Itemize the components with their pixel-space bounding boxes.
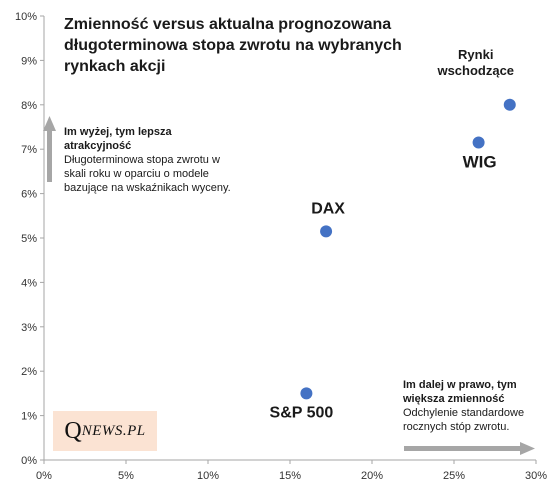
x-tick-label: 10%: [197, 470, 219, 482]
x-note-body: Odchylenie standardowe rocznych stóp zwr…: [403, 407, 525, 433]
data-point: [320, 225, 333, 238]
y-note-head: Im wyżej, tym lepsza atrakcyjność: [64, 126, 172, 152]
y-tick-label: 8%: [21, 100, 37, 112]
y-note-body: Długoterminowa stopa zwrotu w skali roku…: [64, 154, 231, 194]
x-tick-label: 5%: [118, 470, 134, 482]
right-arrow-head: [520, 442, 535, 455]
logo-text: NEWS.PL: [81, 422, 146, 439]
y-tick-label: 5%: [21, 233, 37, 245]
tick-labels: 0% 1% 2% 3% 4% 5% 6% 7% 8% 9% 10% 0% 5% 10% 15% 20% 25% 3…: [15, 11, 547, 482]
x-axis-note: Im dalej w prawo, tym większa zmienność …: [403, 378, 538, 434]
y-tick-label: 4%: [21, 277, 37, 289]
right-arrow-shaft: [404, 446, 521, 451]
x-tick-label: 0%: [36, 470, 52, 482]
y-tick-label: 3%: [21, 322, 37, 334]
x-tick-label: 15%: [279, 470, 301, 482]
y-axis-note: Im wyżej, tym lepsza atrakcyjność Długot…: [64, 125, 244, 195]
y-tick-label: 6%: [21, 189, 37, 201]
x-tick-label: 20%: [361, 470, 383, 482]
x-tick-label: 30%: [525, 470, 547, 482]
y-tick-label: 2%: [21, 366, 37, 378]
data-points: S&P 500 DAX WIG Rynki wschodzące: [270, 47, 516, 421]
data-point: [472, 136, 485, 149]
y-tick-label: 1%: [21, 411, 37, 423]
qnews-logo: Q NEWS.PL: [53, 411, 157, 451]
chart-title: Zmienność versus aktualna prognozowana d…: [64, 16, 402, 75]
point-label: WIG: [463, 153, 497, 172]
up-arrow-head: [43, 116, 56, 131]
point-label: S&P 500: [270, 404, 334, 421]
y-tick-label: 0%: [21, 455, 37, 467]
y-tick-label: 7%: [21, 144, 37, 156]
data-point: [300, 387, 313, 400]
x-note-head: Im dalej w prawo, tym większa zmienność: [403, 379, 517, 405]
data-point: [503, 98, 516, 111]
direction-arrows: [43, 116, 535, 455]
axes: [40, 15, 537, 464]
up-arrow-shaft: [47, 130, 52, 182]
y-tick-label: 9%: [21, 55, 37, 67]
logo-initial: Q: [64, 417, 82, 444]
point-label: Rynki wschodzące: [436, 47, 514, 78]
point-label: DAX: [311, 200, 345, 217]
y-tick-label: 10%: [15, 11, 37, 23]
x-tick-label: 25%: [443, 470, 465, 482]
